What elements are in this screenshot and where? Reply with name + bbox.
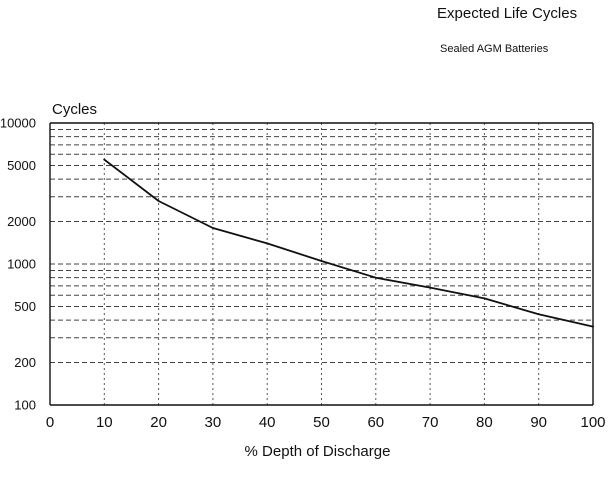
y-tick-label: 100 xyxy=(14,398,36,413)
x-tick-label: 100 xyxy=(580,414,605,431)
x-axis-label: % Depth of Discharge xyxy=(245,443,391,460)
x-tick-label: 20 xyxy=(150,414,167,431)
x-tick-label: 50 xyxy=(313,414,330,431)
data-point xyxy=(483,297,486,300)
chart-subtitle: Sealed AGM Batteries xyxy=(440,43,549,55)
chart-title: Expected Life Cycles xyxy=(437,5,578,22)
y-tick-label: 10000 xyxy=(0,116,36,131)
data-point xyxy=(429,286,431,289)
data-point xyxy=(212,227,214,229)
data-point xyxy=(266,242,269,245)
x-tick-label: 80 xyxy=(476,414,493,431)
data-point xyxy=(320,260,323,262)
x-tick-label: 70 xyxy=(422,414,439,431)
data-point xyxy=(157,200,160,202)
x-tick-label: 90 xyxy=(530,414,547,431)
y-tick-label: 500 xyxy=(14,299,36,314)
x-tick-label: 0 xyxy=(46,414,54,431)
series-line xyxy=(103,158,594,328)
y-tick-label: 1000 xyxy=(7,257,36,272)
data-point xyxy=(374,276,377,279)
y-tick-label: 2000 xyxy=(7,214,36,229)
y-tick-label: 200 xyxy=(14,355,36,370)
y-axis-label: Cycles xyxy=(52,101,97,118)
y-tick-label: 5000 xyxy=(7,158,36,173)
data-point xyxy=(592,325,594,328)
data-point xyxy=(103,158,106,161)
x-tick-label: 60 xyxy=(367,414,384,431)
data-point xyxy=(537,313,540,316)
x-tick-label: 30 xyxy=(205,414,222,431)
x-tick-label: 40 xyxy=(259,414,276,431)
x-tick-label: 10 xyxy=(96,414,113,431)
